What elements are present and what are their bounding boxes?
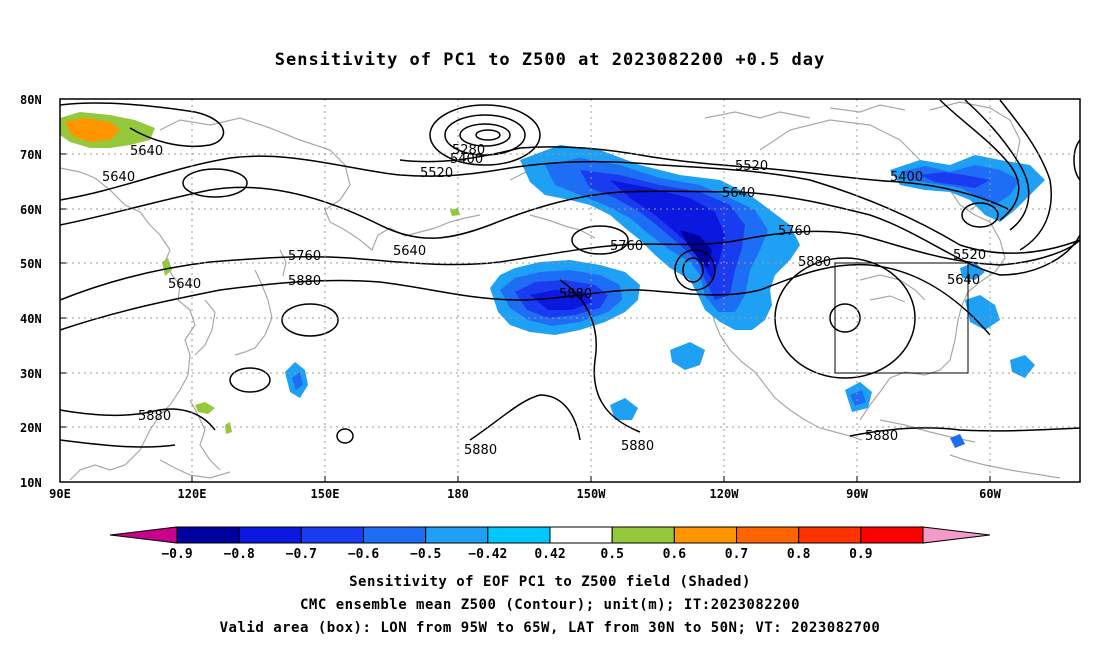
colorbar-label: −0.6 [348, 547, 379, 562]
contour-label: 5640 [168, 277, 201, 292]
colorbar-label: 0.5 [600, 547, 623, 562]
map-frame [59, 98, 1081, 483]
lat-label: 40N [20, 312, 42, 326]
lon-label: 120W [710, 487, 740, 501]
colorbar-label: 0.8 [787, 547, 811, 562]
footer-line-3: Valid area (box): LON from 95W to 65W, L… [219, 620, 881, 636]
axis-ticks [60, 98, 991, 483]
colorbar-label: −0.7 [286, 547, 317, 562]
colorbar-box [611, 526, 675, 544]
contour-labels: 5640 5640 5280 5400 5520 5520 5640 5400 … [102, 143, 986, 458]
contour-label: 5760 [610, 239, 643, 254]
colorbar: −0.9 −0.8 −0.7 −0.6 −0.5 −0.42 0.42 0.5 0.6 0.7 0.… [109, 526, 991, 562]
contour-label: 5880 [798, 255, 831, 270]
lat-label: 60N [20, 203, 42, 217]
lon-label: 90W [846, 487, 868, 501]
lat-label: 20N [20, 421, 42, 435]
colorbar-box [487, 526, 551, 544]
valid-area-box [834, 262, 969, 374]
colorbar-label: 0.9 [849, 547, 872, 562]
contour-label: 5880 [464, 443, 497, 458]
contour-label: 5520 [420, 166, 453, 181]
lon-label: 150W [577, 487, 607, 501]
lon-label: 90E [49, 487, 71, 501]
latitude-labels: 80N 70N 60N 50N 40N 30N 20N 10N [20, 93, 42, 490]
colorbar-box [363, 526, 427, 544]
colorbar-label: −0.9 [161, 547, 192, 562]
colorbar-label: 0.7 [725, 547, 748, 562]
lat-label: 50N [20, 257, 42, 271]
colorbar-box [798, 526, 862, 544]
z500-contours [59, 99, 1081, 448]
lon-label: 150E [311, 487, 340, 501]
contour-label: 5280 [452, 143, 485, 158]
colorbar-box [549, 526, 613, 544]
colorbar-label: −0.8 [224, 547, 255, 562]
colorbar-box [673, 526, 737, 544]
contour-label: 5640 [130, 144, 163, 159]
sensitivity-shading [60, 112, 1045, 448]
colorbar-right-arrow [922, 526, 991, 544]
lat-label: 30N [20, 367, 42, 381]
colorbar-label: 0.42 [534, 547, 565, 562]
contour-label: 5880 [621, 439, 654, 454]
colorbar-box [736, 526, 800, 544]
colorbar-box [238, 526, 302, 544]
contour-label: 5760 [288, 249, 321, 264]
contour-label: 5880 [288, 274, 321, 289]
contour-label: 5640 [722, 186, 755, 201]
footer-line-1: Sensitivity of EOF PC1 to Z500 field (Sh… [349, 574, 751, 590]
lon-label: 120E [178, 487, 207, 501]
colorbar-label: 0.6 [663, 547, 687, 562]
longitude-labels: 90E 120E 150E 180 150W 120W 90W 60W [49, 487, 1001, 501]
contour-label: 5760 [778, 224, 811, 239]
contour-label: 5880 [865, 429, 898, 444]
contour-label: 5880 [559, 287, 592, 302]
colorbar-left-arrow [109, 526, 178, 544]
colorbar-label: −0.5 [410, 547, 441, 562]
contour-label: 5520 [953, 248, 986, 263]
colorbar-label: −0.42 [468, 547, 507, 562]
contour-label: 5520 [735, 159, 768, 174]
lon-label: 60W [979, 487, 1001, 501]
colorbar-box [425, 526, 489, 544]
colorbar-box [300, 526, 365, 544]
contour-label: 5880 [138, 409, 171, 424]
contour-label: 5640 [947, 273, 980, 288]
lat-label: 70N [20, 148, 42, 162]
colorbar-box [176, 526, 240, 544]
gridlines [60, 99, 1080, 482]
contour-label: 5640 [393, 244, 426, 259]
figure-title: Sensitivity of PC1 to Z500 at 2023082200… [274, 50, 826, 70]
contour-label: 5400 [890, 170, 923, 185]
lon-label: 180 [447, 487, 469, 501]
contour-label: 5400 [450, 152, 483, 167]
footer-line-2: CMC ensemble mean Z500 (Contour); unit(m… [299, 597, 800, 613]
colorbar-box [860, 526, 924, 544]
lat-label: 10N [20, 476, 42, 490]
contour-label: 5640 [102, 170, 135, 185]
lat-label: 80N [20, 93, 42, 107]
